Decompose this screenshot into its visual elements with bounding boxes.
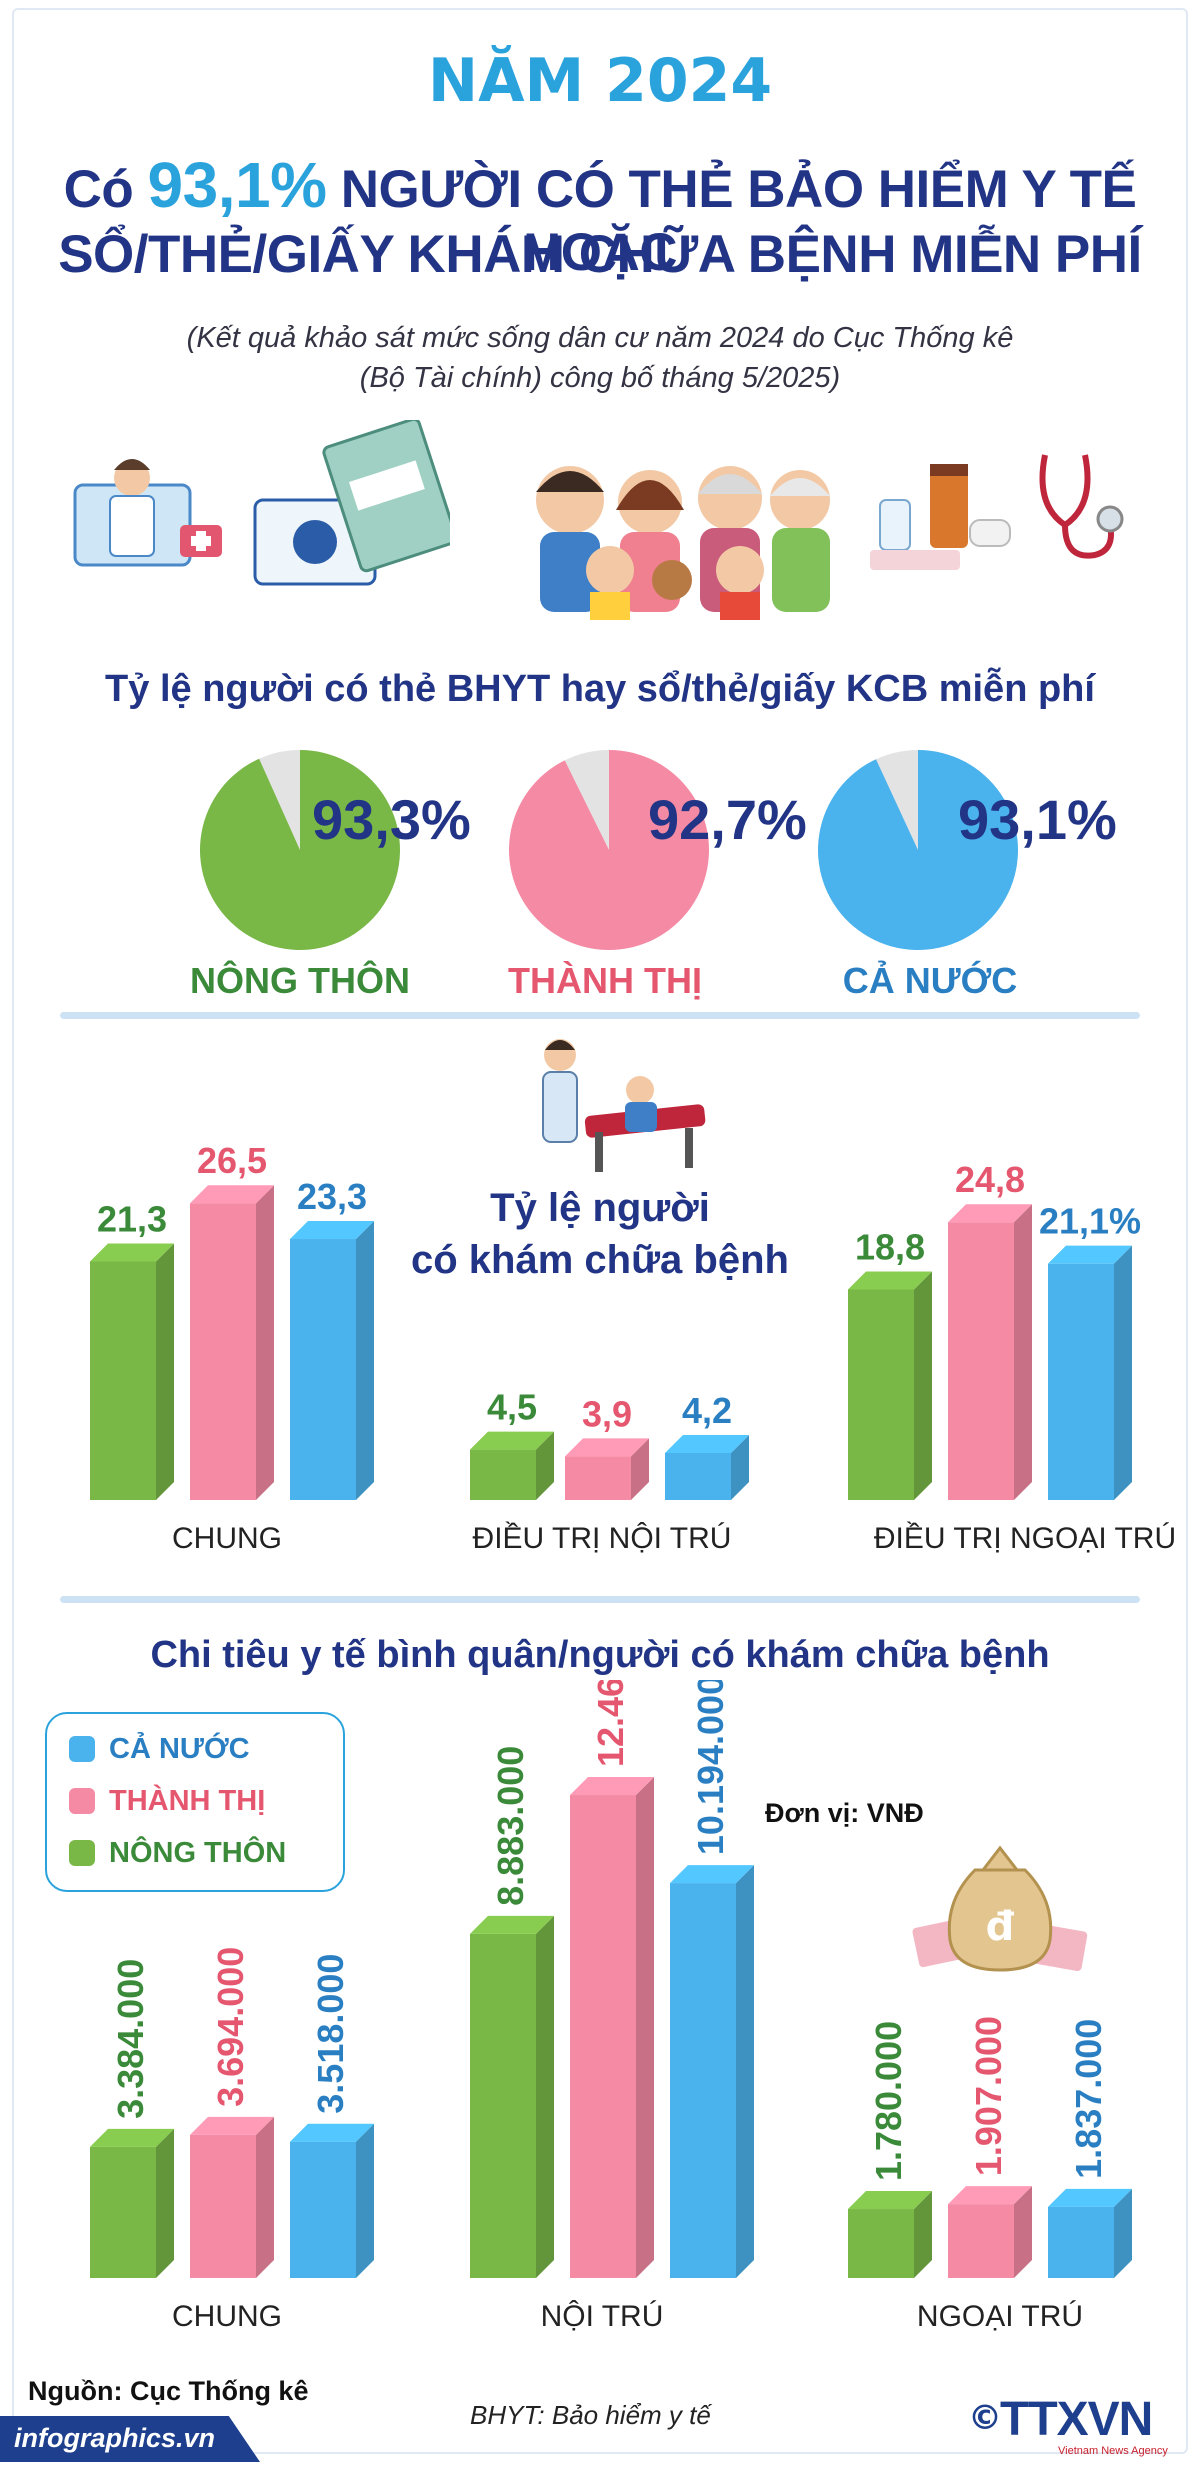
year-title: NĂM 2024 <box>427 46 773 116</box>
site-band <box>0 2416 260 2462</box>
pie-value-nong-thon: 93,3% <box>312 788 471 851</box>
rate-value-2-0: 18,8 <box>855 1226 925 1267</box>
divider-2 <box>60 1596 1140 1603</box>
rate-category-ngoai-tru: ĐIỀU TRỊ NGOẠI TRÚ <box>873 1522 1177 1555</box>
rate-value-2-2: 21,1% <box>1039 1201 1141 1242</box>
rate-bar-chart: 21,3 4,5 18,8 26,5 3,9 24,8 23,3 4,2 21,1% <box>90 1140 1141 1500</box>
legend-label-thanh-thi: THÀNH THỊ <box>109 1784 266 1817</box>
subtitle-line-2: (Bộ Tài chính) công bố tháng 5/2025) <box>359 362 841 394</box>
spending-section-title: Chi tiêu y tế bình quân/người có khám ch… <box>150 1634 1050 1676</box>
headline-percent: 93,1% <box>147 149 327 221</box>
spend-bar-1-0 <box>470 1915 554 2278</box>
stethoscope-icon <box>1039 454 1124 559</box>
rate-chart-title-line-1: Tỷ lệ người <box>490 1186 710 1230</box>
rate-bar-1-1 <box>565 1438 649 1500</box>
spend-bar-2-2 <box>1048 2188 1132 2278</box>
rate-bar-1-0 <box>470 1431 554 1500</box>
svg-text:đ: đ <box>986 1904 1015 1950</box>
rate-value-1-1: 3,9 <box>582 1393 632 1434</box>
rate-bar-0-1 <box>190 1185 274 1500</box>
pie-grey-slice-2 <box>875 750 918 850</box>
rate-value-0-0: 21,3 <box>97 1198 167 1239</box>
medicine-icon <box>870 464 1011 570</box>
spending-legend: CẢ NƯỚC THÀNH THỊ NÔNG THÔN <box>45 1712 345 1892</box>
headline-line-1: Có 93,1% NGƯỜI CÓ THẺ BẢO HIỂM Y TẾ HOẶC <box>0 148 1200 283</box>
spend-bar-2-0 <box>848 2191 932 2278</box>
source-note: Nguồn: Cục Thống kê <box>28 2376 309 2406</box>
headline-pre: Có <box>63 160 134 219</box>
rate-chart-title-line-2: có khám chữa bệnh <box>411 1238 789 1282</box>
rate-bar-0-2 <box>290 1221 374 1500</box>
legend-item-thanh-thi: THÀNH THỊ <box>69 1784 265 1818</box>
spending-category-ngoai-tru: NGOẠI TRÚ <box>916 2300 1084 2333</box>
pie-value-thanh-thi: 92,7% <box>648 788 807 851</box>
rate-value-2-1: 24,8 <box>955 1159 1025 1200</box>
spend-value-0-2: 3.518.000 <box>310 1954 351 2114</box>
pie-label-nong-thon: NÔNG THÔN <box>190 960 410 1001</box>
pie-label-thanh-thi: THÀNH THỊ <box>508 960 702 1001</box>
legend-item-nong-thon: NÔNG THÔN <box>69 1836 286 1870</box>
spend-value-1-2: 10.194.000 <box>690 1680 731 1855</box>
spend-value-0-0: 3.384.000 <box>110 1959 151 2119</box>
spend-bar-0-0 <box>90 2128 174 2278</box>
spend-bar-1-2 <box>670 1865 754 2278</box>
spend-value-2-1: 1.907.000 <box>968 2016 1009 2176</box>
rate-value-0-2: 23,3 <box>297 1176 367 1217</box>
rate-bar-2-0 <box>848 1271 932 1500</box>
page-frame <box>12 8 1188 2454</box>
spending-bar-chart: 3.384.000 8.883.000 1.780.000 3.694.000 12.4… <box>90 1680 1132 2278</box>
legend-swatch-ca-nuoc <box>69 1736 95 1762</box>
rate-category-chung: CHUNG <box>172 1522 282 1555</box>
copyright-icon: © <box>968 2398 1002 2438</box>
legend-swatch-thanh-thi <box>69 1788 95 1814</box>
pie-label-ca-nuoc: CẢ NƯỚC <box>842 960 1018 1001</box>
legend-label-ca-nuoc: CẢ NƯỚC <box>109 1732 250 1765</box>
divider-1 <box>60 1012 1140 1019</box>
site-name: infographics.vn <box>14 2423 216 2453</box>
pie-slice-1 <box>509 750 709 950</box>
pie-slice-2 <box>818 750 1018 950</box>
doctor-laptop-icon <box>73 459 222 567</box>
insurance-card-icon <box>253 420 450 586</box>
rate-value-1-0: 4,5 <box>487 1387 537 1428</box>
spend-value-2-2: 1.837.000 <box>1068 2019 1109 2179</box>
rate-bar-2-1 <box>948 1204 1032 1500</box>
rate-value-1-2: 4,2 <box>682 1390 732 1431</box>
rate-bar-0-0 <box>90 1243 174 1500</box>
spend-value-1-1: 12.467.000 <box>590 1680 631 1767</box>
money-bag-icon: đ <box>912 1845 1088 1972</box>
pie-chart <box>199 750 1018 950</box>
rate-value-0-1: 26,5 <box>197 1140 267 1181</box>
legend-swatch-nong-thon <box>69 1840 95 1866</box>
pie-slice-0 <box>199 750 401 950</box>
headline-line-2: SỔ/THẺ/GIẤY KHÁM CHỮA BỆNH MIỄN PHÍ <box>58 225 1142 284</box>
spend-bar-0-2 <box>290 2123 374 2278</box>
pie-section-title: Tỷ lệ người có thẻ BHYT hay sổ/thẻ/giấy … <box>105 668 1095 710</box>
unit-label: Đơn vị: VNĐ <box>765 1798 924 1828</box>
ttxvn-logo: TTXVN <box>1000 2393 1153 2446</box>
spending-category-chung: CHUNG <box>172 2300 282 2333</box>
rate-bar-2-2 <box>1048 1245 1132 1500</box>
doctor-patient-icon <box>542 1039 706 1172</box>
legend-item-ca-nuoc: CẢ NƯỚC <box>69 1732 250 1766</box>
spending-category-noi-tru: NỘI TRÚ <box>540 2300 664 2333</box>
spend-value-1-0: 8.883.000 <box>490 1746 531 1906</box>
rate-bar-1-2 <box>665 1434 749 1500</box>
spend-bar-2-1 <box>948 2186 1032 2278</box>
spend-bar-1-1 <box>570 1777 654 2278</box>
ttxvn-logo-subtitle: Vietnam News Agency <box>1058 2445 1168 2457</box>
rate-category-noi-tru: ĐIỀU TRỊ NỘI TRÚ <box>472 1522 732 1555</box>
abbreviation-note: BHYT: Bảo hiểm y tế <box>470 2400 711 2430</box>
pie-grey-slice-1 <box>564 750 609 850</box>
pie-value-ca-nuoc: 93,1% <box>958 788 1117 851</box>
pie-grey-slice-0 <box>259 750 300 850</box>
headline-post: NGƯỜI CÓ THẺ BẢO HIỂM Y TẾ HOẶC <box>326 160 1137 282</box>
spend-value-0-1: 3.694.000 <box>210 1947 251 2107</box>
subtitle-line-1: (Kết quả khảo sát mức sống dân cư năm 20… <box>186 322 1014 354</box>
spend-value-2-0: 1.780.000 <box>868 2021 909 2181</box>
spend-bar-0-1 <box>190 2116 274 2278</box>
family-illustration <box>536 466 830 620</box>
legend-label-nong-thon: NÔNG THÔN <box>109 1836 287 1869</box>
